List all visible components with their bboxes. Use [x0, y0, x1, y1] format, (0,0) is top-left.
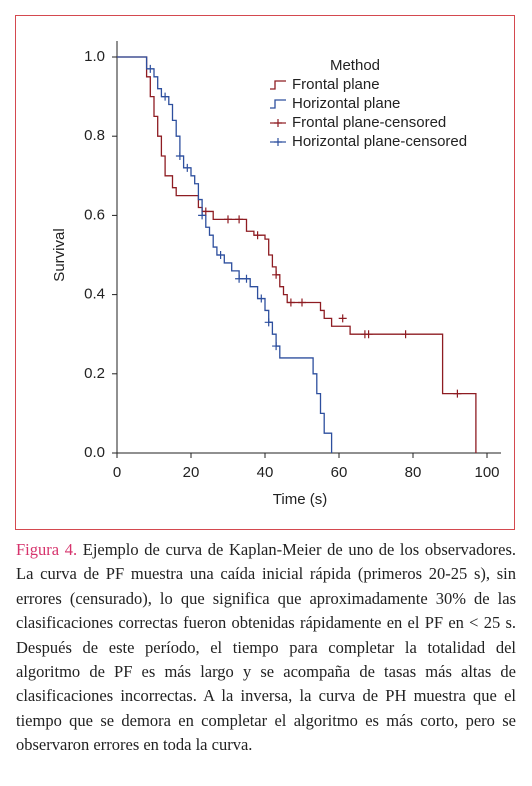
censored-marker	[401, 330, 410, 339]
x-tick-label: 80	[405, 464, 422, 481]
survival-curve	[117, 56, 333, 453]
caption-text: Ejemplo de curva de Kaplan-Meier de uno …	[16, 540, 516, 755]
legend-title: Method	[330, 57, 380, 74]
y-tick-label: 0.4	[84, 286, 105, 303]
censored-marker	[242, 274, 251, 283]
legend-swatch	[270, 99, 286, 109]
legend-label: Horizontal plane	[292, 95, 400, 112]
censored-marker	[216, 251, 225, 259]
y-tick-label: 0.2	[84, 365, 105, 382]
x-axis-label: Time (s)	[273, 491, 327, 508]
legend-label: Frontal plane-censored	[292, 114, 446, 131]
legend-marker	[274, 119, 282, 127]
censored-marker	[453, 389, 462, 398]
censored-marker	[286, 298, 295, 307]
censored-marker	[272, 270, 281, 279]
censored-marker	[364, 330, 373, 339]
censored-marker	[175, 152, 184, 160]
x-tick-label: 40	[257, 464, 274, 481]
censored-marker	[338, 314, 347, 323]
caption-label: Figura 4.	[16, 540, 78, 559]
x-tick-label: 60	[331, 464, 348, 481]
censored-marker	[183, 163, 192, 172]
y-axis-label: Survival	[51, 228, 68, 281]
censored-marker	[161, 92, 170, 101]
legend-marker	[274, 138, 282, 146]
censored-marker	[272, 342, 281, 351]
censored-marker	[235, 215, 244, 224]
y-tick-label: 0.8	[84, 127, 105, 144]
legend-swatch	[270, 80, 286, 90]
chart: Method Time (s) Survival 0.0 0.2 0.4 0.6 0.8…	[51, 41, 501, 508]
x-tick-label: 20	[183, 464, 200, 481]
figure-frame	[15, 15, 515, 530]
censored-marker	[201, 207, 210, 216]
x-tick-label: 100	[474, 464, 499, 481]
legend-label: Frontal plane	[292, 76, 380, 93]
censored-marker	[198, 211, 207, 220]
y-tick-label: 0.0	[84, 444, 105, 461]
censored-marker	[235, 274, 244, 283]
censored-marker	[257, 294, 266, 303]
censored-marker	[253, 231, 262, 240]
censored-marker	[224, 215, 232, 224]
censored-marker	[146, 64, 155, 73]
caption: Figura 4. Ejemplo de curva de Kaplan-Mei…	[16, 538, 516, 758]
y-tick-label: 0.6	[84, 206, 105, 223]
legend-label: Horizontal plane-censored	[292, 133, 467, 150]
censored-marker	[264, 318, 273, 327]
censored-marker	[298, 298, 306, 307]
y-tick-label: 1.0	[84, 48, 105, 65]
x-tick-label: 0	[113, 464, 121, 481]
